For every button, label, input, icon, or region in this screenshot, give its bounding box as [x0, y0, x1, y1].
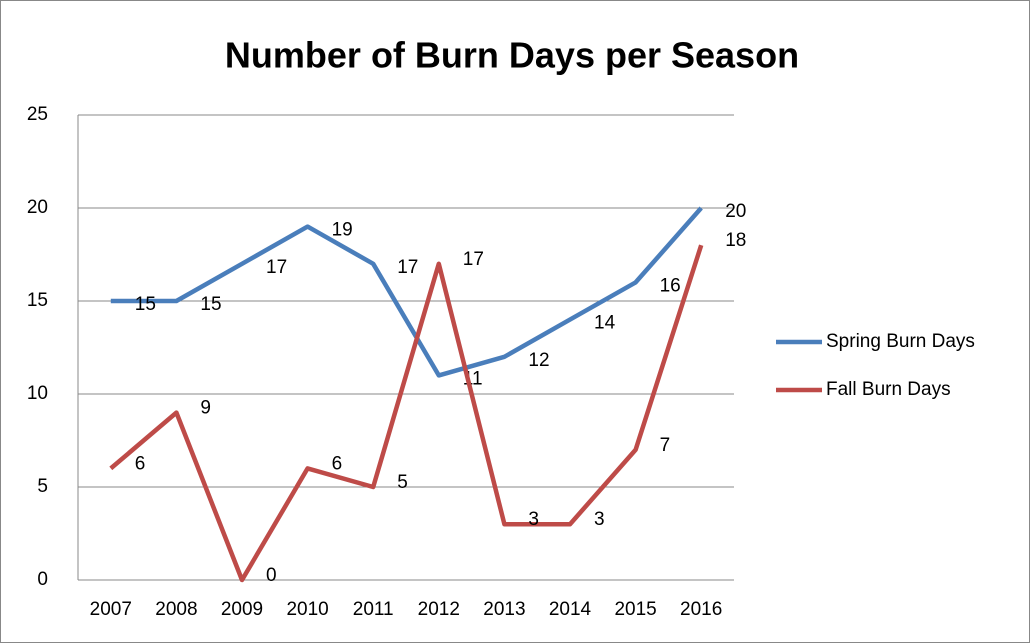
data-label: 15: [200, 294, 221, 315]
data-label: 3: [594, 509, 605, 530]
series-line: [110, 206, 703, 378]
y-tick-label: 5: [37, 476, 48, 497]
data-label: 15: [135, 294, 156, 315]
x-tick-label: 2008: [155, 599, 197, 620]
data-label: 0: [266, 565, 277, 586]
data-label: 5: [397, 472, 408, 493]
data-label: 7: [660, 435, 671, 456]
data-label: 19: [332, 220, 353, 241]
y-tick-label: 25: [27, 104, 48, 125]
x-tick-label: 2013: [483, 599, 525, 620]
x-tick-label: 2007: [90, 599, 132, 620]
data-label: 17: [463, 249, 484, 270]
data-label: 14: [594, 313, 616, 334]
legend-label: Fall Burn Days: [826, 379, 951, 400]
chart-title: Number of Burn Days per Season: [225, 35, 799, 76]
data-label: 17: [266, 257, 287, 278]
series-line: [109, 244, 704, 583]
data-label: 12: [528, 350, 549, 371]
data-label: 3: [528, 509, 539, 530]
data-label: 6: [135, 453, 146, 474]
y-tick-label: 10: [27, 383, 48, 404]
x-tick-label: 2014: [549, 599, 592, 620]
data-label: 9: [200, 398, 211, 419]
x-tick-label: 2012: [418, 599, 460, 620]
y-tick-label: 15: [27, 290, 48, 311]
y-tick-label: 0: [37, 569, 48, 590]
x-tick-label: 2011: [353, 599, 394, 620]
x-tick-label: 2009: [221, 599, 263, 620]
data-label: 6: [332, 453, 343, 474]
data-label: 16: [660, 275, 681, 296]
legend-label: Spring Burn Days: [826, 331, 975, 352]
data-label: 18: [725, 230, 746, 251]
y-tick-label: 20: [27, 197, 48, 218]
data-label: 17: [397, 257, 418, 278]
data-label: 20: [725, 201, 746, 222]
x-tick-label: 2015: [614, 599, 656, 620]
x-tick-label: 2010: [286, 599, 328, 620]
x-tick-label: 2016: [680, 599, 722, 620]
